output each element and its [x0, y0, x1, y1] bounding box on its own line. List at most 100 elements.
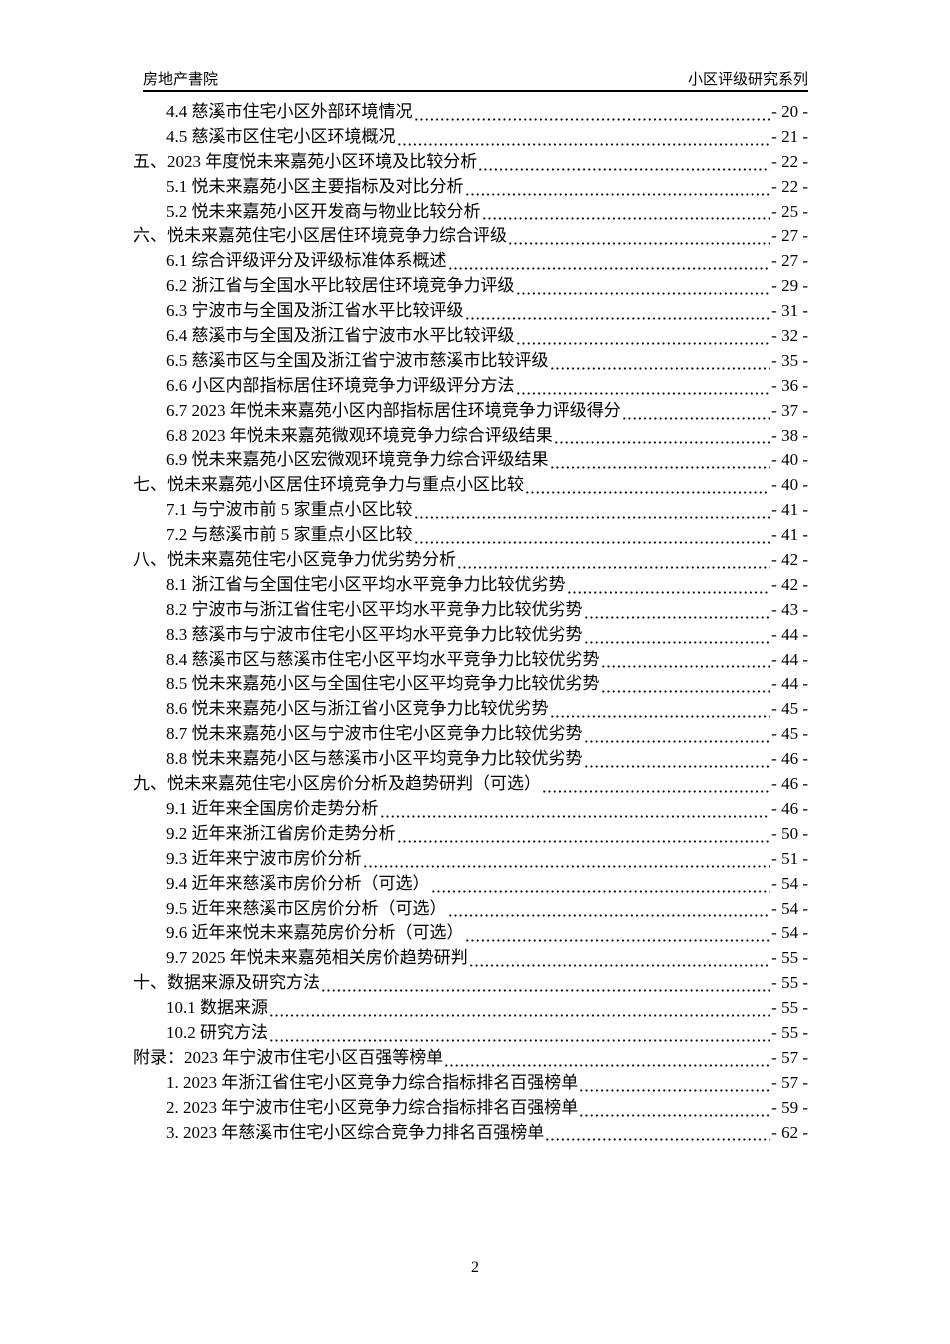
dot-leader — [526, 491, 771, 495]
toc-entry-title: 4.4 慈溪市住宅小区外部环境情况 — [166, 102, 413, 121]
toc-entry-title: 六、悦未来嘉苑住宅小区居住环境竞争力综合评级 — [133, 226, 507, 246]
toc-entry-title: 9.4 近年来慈溪市房价分析（可选） — [166, 873, 430, 893]
dot-leader — [414, 516, 771, 520]
page-footer: 2 — [0, 1256, 950, 1280]
dot-leader — [601, 690, 771, 694]
dot-leader — [584, 615, 771, 619]
toc-entry[interactable]: 6.3 宁波市与全国及浙江省水平比较评级 - 31 - — [133, 299, 808, 324]
toc-entry-page-number: - 57 - — [771, 1072, 808, 1092]
toc-entry-page-number: - 37 - — [771, 400, 808, 420]
toc-entry[interactable]: 8.8 悦未来嘉苑小区与慈溪市小区平均竞争力比较优劣势 - 46 - — [133, 747, 808, 772]
dot-leader — [322, 989, 771, 993]
dot-leader — [554, 441, 771, 445]
toc-entry-title: 6.3 宁波市与全国及浙江省水平比较评级 — [166, 301, 464, 321]
toc-entry-page-number: - 27 - — [771, 251, 808, 271]
dot-leader — [469, 964, 771, 968]
toc-entry[interactable]: 附录：2023 年宁波市住宅小区百强等榜单 - 57 - — [133, 1046, 808, 1071]
toc-entry-page-number: - 55 - — [771, 948, 808, 968]
toc-entry-title: 9.1 近年来全国房价走势分析 — [166, 798, 379, 818]
toc-entry[interactable]: 5.1 悦未来嘉苑小区主要指标及对比分析 - 22 - — [133, 175, 808, 200]
toc-entry[interactable]: 6.9 悦未来嘉苑小区宏微观环境竞争力综合评级结果 - 40 - — [133, 448, 808, 473]
dot-leader — [458, 565, 771, 569]
toc-entry[interactable]: 9.3 近年来宁波市房价分析 - 51 - — [133, 847, 808, 872]
dot-leader — [397, 142, 771, 146]
toc-entry[interactable]: 6.6 小区内部指标居住环境竞争力评级评分方法 - 36 - — [133, 374, 808, 399]
toc-entry[interactable]: 九、悦未来嘉苑住宅小区房价分析及趋势研判（可选） - 46 - — [133, 772, 808, 797]
toc-entry-title: 6.9 悦未来嘉苑小区宏微观环境竞争力综合评级结果 — [166, 450, 549, 470]
toc-entry-title: 8.7 悦未来嘉苑小区与宁波市住宅小区竞争力比较优劣势 — [166, 724, 583, 744]
toc-entry-page-number: - 55 - — [771, 1022, 808, 1042]
dot-leader — [431, 889, 771, 893]
toc-entry[interactable]: 8.4 慈溪市区与慈溪市住宅小区平均水平竞争力比较优劣势 - 44 - — [133, 648, 808, 673]
page-number: 2 — [471, 1259, 479, 1276]
page-header: 房地产書院 小区评级研究系列 — [143, 58, 808, 92]
toc-entry[interactable]: 六、悦未来嘉苑住宅小区居住环境竞争力综合评级 - 27 - — [133, 224, 808, 249]
toc-entry-page-number: - 42 - — [771, 574, 808, 594]
toc-entry[interactable]: 8.6 悦未来嘉苑小区与浙江省小区竞争力比较优劣势 - 45 - — [133, 697, 808, 722]
toc-entry-page-number: - 22 - — [771, 176, 808, 196]
toc-entry[interactable]: 10.1 数据来源 - 55 - — [133, 996, 808, 1021]
toc-entry-page-number: - 25 - — [771, 201, 808, 221]
toc-entry[interactable]: 七、悦未来嘉苑小区居住环境竞争力与重点小区比较 - 40 - — [133, 473, 808, 498]
toc-entry-title: 3. 2023 年慈溪市住宅小区综合竞争力排名百强榜单 — [166, 1122, 545, 1142]
dot-leader — [270, 1013, 771, 1017]
toc-entry-page-number: - 57 - — [771, 1047, 808, 1067]
toc-entry[interactable]: 8.5 悦未来嘉苑小区与全国住宅小区平均竞争力比较优劣势 - 44 - — [133, 672, 808, 697]
toc-entry[interactable]: 9.6 近年来悦未来嘉苑房价分析（可选） - 54 - — [133, 921, 808, 946]
toc-entry[interactable]: 10.2 研究方法 - 55 - — [133, 1021, 808, 1046]
toc-entry-page-number: - 45 - — [771, 699, 808, 719]
toc-entry[interactable]: 7.2 与慈溪市前 5 家重点小区比较 - 41 - — [133, 523, 808, 548]
toc-entry[interactable]: 1. 2023 年浙江省住宅小区竞争力综合指标排名百强榜单 - 57 - — [133, 1071, 808, 1096]
toc-entry[interactable]: 4.5 慈溪市区住宅小区环境概况 - 21 - — [133, 125, 808, 150]
toc-entry-title: 8.6 悦未来嘉苑小区与浙江省小区竞争力比较优劣势 — [166, 699, 549, 719]
toc-entry-title: 10.2 研究方法 — [166, 1022, 268, 1042]
toc-entry[interactable]: 4.4 慈溪市住宅小区外部环境情况 - 20 - — [133, 100, 808, 125]
dot-leader — [509, 242, 771, 246]
toc-entry[interactable]: 6.8 2023 年悦未来嘉苑微观环境竞争力综合评级结果 - 38 - — [133, 424, 808, 449]
toc-entry-page-number: - 32 - — [771, 326, 808, 346]
toc-entry-page-number: - 46 - — [771, 798, 808, 818]
toc-entry[interactable]: 9.7 2025 年悦未来嘉苑相关房价趋势研判 - 55 - — [133, 946, 808, 971]
toc-entry-page-number: - 46 - — [771, 774, 808, 794]
dot-leader — [363, 864, 771, 868]
toc-entry-title: 8.5 悦未来嘉苑小区与全国住宅小区平均竞争力比较优劣势 — [166, 674, 600, 694]
toc-entry[interactable]: 6.7 2023 年悦未来嘉苑小区内部指标居住环境竞争力评级得分 - 37 - — [133, 399, 808, 424]
toc-entry-page-number: - 43 - — [771, 599, 808, 619]
toc-entry-page-number: - 55 - — [771, 998, 808, 1018]
toc-entry-page-number: - 45 - — [771, 724, 808, 744]
toc-entry[interactable]: 3. 2023 年慈溪市住宅小区综合竞争力排名百强榜单 - 62 - — [133, 1121, 808, 1146]
toc-entry-page-number: - 29 - — [771, 276, 808, 296]
toc-entry-page-number: - 35 - — [771, 350, 808, 370]
toc-entry[interactable]: 6.4 慈溪市与全国及浙江省宁波市水平比较评级 - 32 - — [133, 324, 808, 349]
toc-entry-page-number: - 54 - — [771, 873, 808, 893]
toc-entry[interactable]: 9.2 近年来浙江省房价走势分析 - 50 - — [133, 822, 808, 847]
toc-entry[interactable]: 十、数据来源及研究方法 - 55 - — [133, 971, 808, 996]
toc-entry[interactable]: 2. 2023 年宁波市住宅小区竞争力综合指标排名百强榜单 - 59 - — [133, 1096, 808, 1121]
toc-entry[interactable]: 9.5 近年来慈溪市区房价分析（可选） - 54 - — [133, 897, 808, 922]
toc-entry-page-number: - 41 - — [771, 500, 808, 520]
toc-entry-page-number: - 21 - — [771, 126, 808, 146]
toc-entry[interactable]: 9.4 近年来慈溪市房价分析（可选） - 54 - — [133, 872, 808, 897]
toc-entry[interactable]: 8.1 浙江省与全国住宅小区平均水平竞争力比较优劣势 - 42 - — [133, 573, 808, 598]
toc-entry-page-number: - 44 - — [771, 624, 808, 644]
toc-entry[interactable]: 6.1 综合评级评分及评级标准体系概述 - 27 - — [133, 249, 808, 274]
toc-entry[interactable]: 7.1 与宁波市前 5 家重点小区比较 - 41 - — [133, 498, 808, 523]
toc-entry[interactable]: 8.7 悦未来嘉苑小区与宁波市住宅小区竞争力比较优劣势 - 45 - — [133, 722, 808, 747]
toc-entry-title: 附录：2023 年宁波市住宅小区百强等榜单 — [133, 1047, 444, 1067]
toc-entry-title: 8.8 悦未来嘉苑小区与慈溪市小区平均竞争力比较优劣势 — [166, 749, 583, 769]
dot-leader — [516, 341, 771, 345]
toc-entry[interactable]: 9.1 近年来全国房价走势分析 - 46 - — [133, 797, 808, 822]
toc-entry[interactable]: 8.2 宁波市与浙江省住宅小区平均水平竞争力比较优劣势 - 43 - — [133, 598, 808, 623]
toc-entry[interactable]: 5.2 悦未来嘉苑小区开发商与物业比较分析 - 25 - — [133, 200, 808, 225]
toc-entry[interactable]: 八、悦未来嘉苑住宅小区竞争力优劣势分析 - 42 - — [133, 548, 808, 573]
dot-leader — [550, 466, 771, 470]
toc-entry[interactable]: 6.2 浙江省与全国水平比较居住环境竞争力评级 - 29 - — [133, 274, 808, 299]
header-left-title: 房地产書院 — [143, 71, 219, 88]
toc-entry[interactable]: 8.3 慈溪市与宁波市住宅小区平均水平竞争力比较优劣势 - 44 - — [133, 623, 808, 648]
dot-leader — [380, 814, 771, 818]
toc-entry[interactable]: 6.5 慈溪市区与全国及浙江省宁波市慈溪市比较评级 - 35 - — [133, 349, 808, 374]
toc-entry[interactable]: 五、2023 年度悦未来嘉苑小区环境及比较分析 - 22 - — [133, 150, 808, 175]
dot-leader — [580, 1113, 771, 1117]
dot-leader — [414, 117, 771, 121]
